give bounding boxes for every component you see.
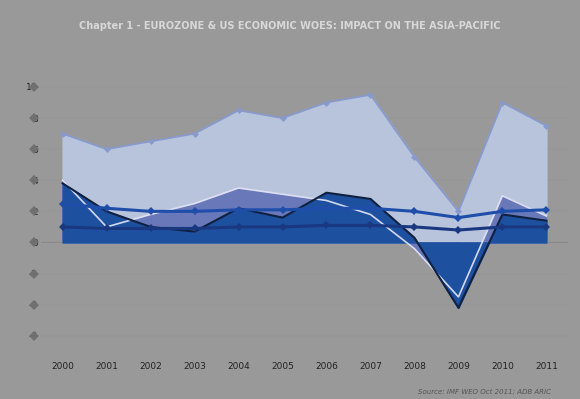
Text: Source: IMF WEO Oct 2011; ADB ARIC: Source: IMF WEO Oct 2011; ADB ARIC	[418, 389, 551, 395]
Text: Chapter 1 - EUROZONE & US ECONOMIC WOES: IMPACT ON THE ASIA-PACIFIC: Chapter 1 - EUROZONE & US ECONOMIC WOES:…	[79, 21, 501, 31]
